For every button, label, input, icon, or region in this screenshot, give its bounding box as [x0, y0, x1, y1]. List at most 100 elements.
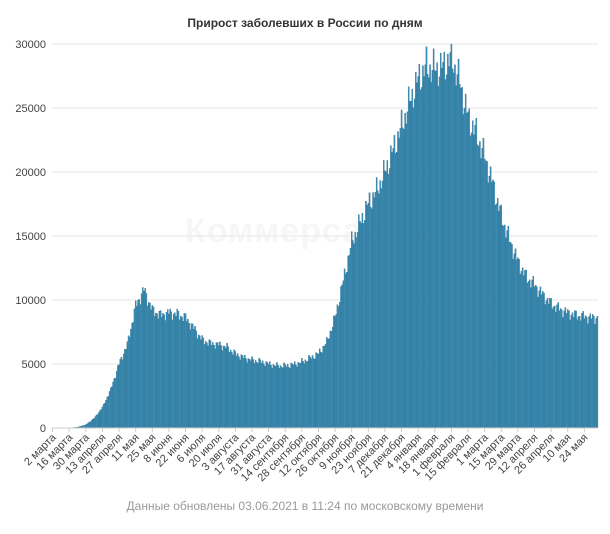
bar — [206, 342, 208, 429]
bar — [441, 67, 443, 429]
bar — [506, 230, 508, 429]
bar — [203, 344, 206, 429]
bar — [123, 353, 125, 429]
bar — [153, 316, 156, 429]
bar — [399, 128, 402, 429]
bar — [327, 338, 329, 429]
bar — [496, 198, 499, 429]
bar — [533, 286, 536, 429]
bar — [580, 320, 582, 429]
bar — [449, 52, 451, 429]
bar — [523, 275, 525, 429]
bar — [295, 364, 297, 429]
bar — [455, 85, 457, 429]
bar — [574, 310, 576, 429]
bar — [330, 330, 333, 429]
bar — [121, 359, 124, 429]
bar — [276, 362, 278, 429]
bar — [387, 173, 390, 429]
bar — [412, 107, 415, 429]
bar — [436, 62, 438, 429]
bar — [296, 366, 298, 429]
bar — [159, 310, 162, 429]
bar — [346, 271, 348, 429]
bar — [437, 86, 440, 429]
chart-title: Прирост заболевших в России по дням — [187, 16, 423, 30]
bar — [290, 362, 292, 429]
bar — [321, 352, 323, 429]
bar — [117, 365, 119, 429]
bar — [201, 335, 203, 429]
bar — [324, 344, 327, 429]
bar — [481, 148, 483, 429]
bar — [468, 108, 470, 429]
bar — [459, 84, 461, 429]
bar — [507, 225, 510, 429]
bar — [280, 367, 283, 429]
bar — [317, 353, 320, 429]
bar — [234, 351, 237, 429]
bar — [177, 310, 180, 429]
bar — [175, 316, 177, 429]
bar — [466, 113, 468, 429]
bar — [149, 302, 151, 429]
bar — [565, 313, 568, 429]
bar — [476, 144, 479, 429]
bar — [534, 285, 537, 429]
bar — [104, 403, 106, 429]
bar — [170, 311, 173, 429]
bar — [374, 192, 377, 429]
bar — [235, 355, 238, 429]
bar — [134, 300, 137, 429]
bar — [113, 378, 116, 429]
bar — [404, 113, 406, 429]
bar — [432, 48, 435, 429]
bar — [193, 328, 195, 429]
bar — [474, 125, 476, 429]
bar — [410, 101, 412, 429]
bar — [519, 274, 521, 429]
bar — [127, 335, 130, 429]
bar — [196, 338, 199, 429]
bar — [514, 248, 517, 429]
bar — [421, 87, 423, 429]
bar — [513, 253, 516, 429]
bar — [275, 366, 277, 429]
bar — [381, 180, 384, 429]
bar — [110, 387, 112, 429]
bar — [301, 358, 303, 429]
bar — [254, 360, 257, 429]
bar — [388, 168, 391, 429]
bar — [464, 93, 467, 429]
bar — [282, 367, 284, 429]
bar — [105, 400, 107, 429]
bar — [393, 135, 396, 429]
bar — [337, 306, 340, 429]
bar — [289, 368, 291, 429]
bar — [556, 304, 558, 429]
bar — [487, 182, 489, 429]
bar — [180, 315, 182, 429]
bar — [174, 312, 176, 429]
y-tick-label: 15000 — [15, 231, 46, 243]
bar — [372, 192, 374, 429]
bar — [596, 316, 599, 429]
bar — [273, 365, 276, 429]
bar — [562, 317, 564, 429]
bar — [520, 271, 523, 429]
bar — [86, 423, 88, 429]
bar — [285, 366, 288, 429]
bar — [89, 421, 92, 429]
bar — [182, 321, 184, 429]
bar — [569, 319, 571, 429]
bar — [586, 317, 588, 429]
bar — [563, 310, 565, 429]
bar — [461, 87, 463, 429]
bar — [511, 244, 513, 429]
bar — [345, 273, 347, 429]
bar — [494, 204, 497, 429]
bar — [488, 175, 491, 429]
bar — [272, 364, 275, 429]
bar — [590, 318, 593, 429]
bar — [297, 362, 300, 429]
